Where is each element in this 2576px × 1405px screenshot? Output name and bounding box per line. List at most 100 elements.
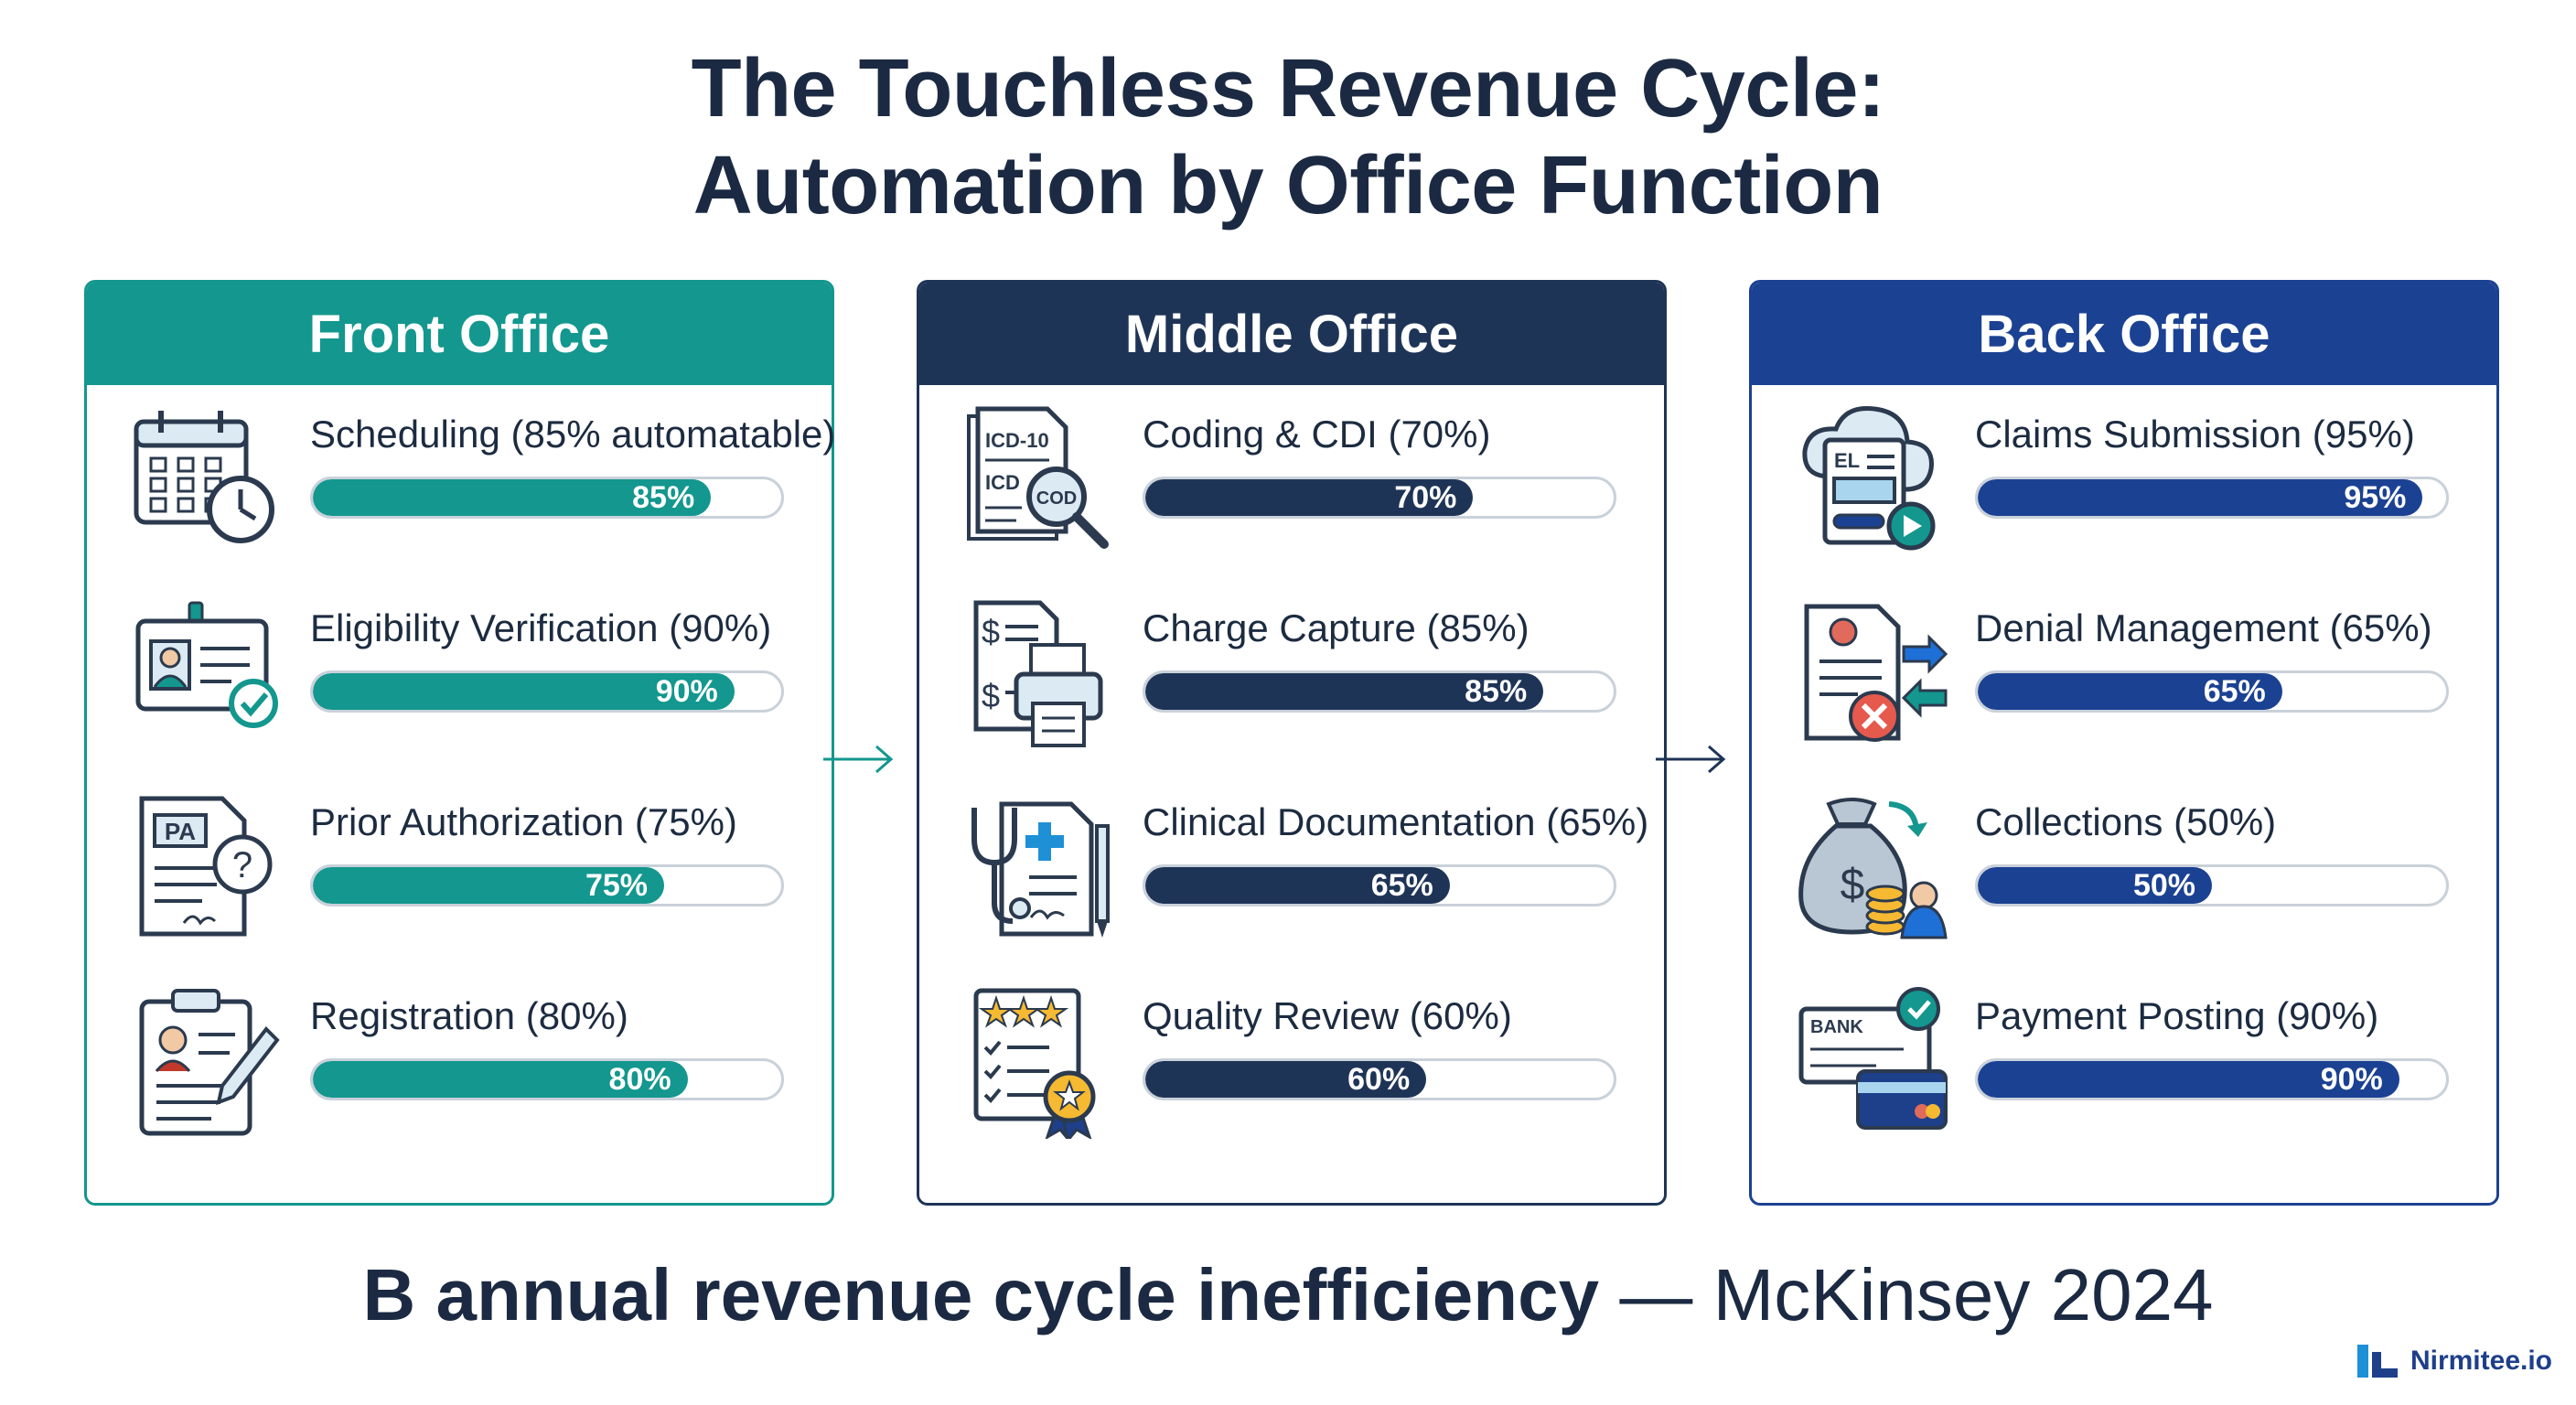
bar-row: Scheduling (85% automatable) 85%: [87, 402, 835, 566]
bar-track: 60%: [1143, 1058, 1616, 1100]
bar-fill: 70%: [1145, 479, 1474, 516]
svg-text:EL: EL: [1834, 449, 1860, 472]
footer-source-text: — McKinsey 2024: [1599, 1254, 2214, 1335]
flow-arrow-icon: [1656, 745, 1726, 774]
svg-text:BANK: BANK: [1810, 1017, 1863, 1037]
cloud-claim-send-icon: EL: [1794, 402, 1949, 557]
bar-fill: 90%: [1978, 1061, 2399, 1098]
bar-fill: 85%: [313, 479, 712, 516]
footer-bold-text: B annual revenue cycle inefficiency: [362, 1254, 1600, 1335]
svg-text:ICD-10: ICD-10: [985, 429, 1049, 452]
bar-label-name: Scheduling: [310, 413, 500, 456]
bar-value-label: 95%: [2344, 479, 2407, 515]
bar-label-name: Prior Authorization: [310, 800, 625, 843]
bar-value-label: 60%: [1347, 1061, 1411, 1097]
bar-value-label: 85%: [632, 479, 695, 515]
panel-back-office: Back Office EL Claims Submission (95%) 95…: [1749, 280, 2499, 1206]
bar-label: Charge Capture (85%): [1143, 606, 1530, 650]
bar-label-name: Charge Capture: [1143, 606, 1416, 649]
bar-row: Registration (80%) 80%: [87, 983, 832, 1148]
bar-track: 80%: [310, 1058, 784, 1100]
bank-check-card-icon: BANK: [1794, 983, 1949, 1139]
bar-label-name: Coding & CDI: [1143, 413, 1378, 456]
svg-text:COD: COD: [1036, 488, 1077, 509]
nirmitee-logo-icon: [2356, 1345, 2398, 1378]
bar-fill: 80%: [313, 1061, 688, 1098]
footer-caption: B annual revenue cycle inefficiency — Mc…: [0, 1253, 2576, 1337]
id-card-check-icon: [129, 595, 284, 751]
bar-label-name: Payment Posting: [1975, 994, 2266, 1037]
bar-row: PA ? Prior Authorization (75%) 75%: [87, 789, 832, 954]
bar-label-suffix: (60%): [1409, 994, 1512, 1037]
chart-title-line1: The Touchless Revenue Cycle:: [691, 43, 1885, 134]
brand-name: Nirmitee.io: [2410, 1346, 2552, 1376]
money-bag-coins-icon: $: [1794, 789, 1949, 945]
bar-row: ICD-10 ICD COD Coding & CDI (70%) 70%: [919, 402, 1664, 566]
denied-document-arrows-icon: [1794, 595, 1949, 751]
bar-track: 85%: [310, 477, 784, 519]
bar-label-suffix: (65%): [2329, 606, 2432, 649]
bar-label-name: Denial Management: [1975, 606, 2319, 649]
bar-fill: 95%: [1978, 479, 2423, 516]
bar-row: Denial Management (65%) 65%: [1752, 595, 2496, 760]
bar-track: 50%: [1975, 864, 2449, 906]
bar-label: Collections (50%): [1975, 800, 2276, 844]
bar-label-name: Registration: [310, 994, 516, 1037]
stethoscope-document-icon: [961, 789, 1117, 945]
bar-label: Prior Authorization (75%): [310, 800, 737, 844]
bar-track: 65%: [1143, 864, 1616, 906]
icd-code-magnifier-icon: ICD-10 ICD COD: [961, 402, 1117, 557]
panel-front-office: Front Office Scheduling (85% automatable…: [84, 280, 835, 1206]
bar-value-label: 50%: [2132, 867, 2195, 903]
bar-label-name: Claims Submission: [1975, 413, 2302, 456]
bar-value-label: 65%: [1370, 867, 1433, 903]
bar-label-name: Clinical Documentation: [1143, 800, 1536, 843]
bar-track: 85%: [1143, 670, 1616, 713]
invoice-printer-icon: $ $: [961, 595, 1117, 751]
bar-label: Scheduling (85% automatable): [310, 413, 835, 456]
panel-middle-office: Middle Office ICD-10 ICD COD Coding & CD…: [917, 280, 1667, 1206]
bar-track: 90%: [1975, 1058, 2449, 1100]
bar-label: Coding & CDI (70%): [1143, 413, 1491, 456]
bar-value-label: 90%: [655, 673, 718, 709]
svg-text:PA: PA: [165, 818, 196, 845]
bar-label-name: Eligibility Verification: [310, 606, 659, 649]
bar-value-label: 90%: [2320, 1061, 2383, 1097]
bar-label-suffix: (65%): [1546, 800, 1649, 843]
bar-value-label: 80%: [608, 1061, 671, 1097]
calendar-clock-icon: [129, 402, 284, 557]
bar-value-label: 65%: [2203, 673, 2266, 709]
bar-label: Clinical Documentation (65%): [1143, 800, 1648, 844]
bar-label-suffix: (90%): [669, 606, 772, 649]
panel-header: Front Office: [87, 283, 832, 385]
chart-title: The Touchless Revenue Cycle: Automation …: [0, 40, 2576, 234]
pa-document-question-icon: PA ?: [129, 789, 284, 945]
bar-track: 90%: [310, 670, 784, 713]
clipboard-pen-icon: [129, 983, 284, 1139]
bar-fill: 50%: [1978, 867, 2212, 904]
bar-fill: 90%: [313, 673, 735, 710]
bar-row: EL Claims Submission (95%) 95%: [1752, 402, 2496, 566]
bar-label-name: Quality Review: [1143, 994, 1400, 1037]
bar-label: Quality Review (60%): [1143, 994, 1512, 1038]
bar-label: Registration (80%): [310, 994, 628, 1038]
bar-value-label: 85%: [1465, 673, 1528, 709]
panel-header: Back Office: [1752, 283, 2496, 385]
chart-title-line2: Automation by Office Function: [692, 140, 1884, 231]
bar-label-suffix: (95%): [2312, 413, 2415, 456]
bar-row: $ Collections (50%) 50%: [1752, 789, 2496, 954]
bar-label-suffix: (90%): [2276, 994, 2379, 1037]
flow-arrow-icon: [823, 745, 894, 774]
bar-label-suffix: (80%): [525, 994, 628, 1037]
bar-fill: 60%: [1145, 1061, 1427, 1098]
bar-label-suffix: (50%): [2174, 800, 2277, 843]
bar-track: 75%: [310, 864, 784, 906]
bar-fill: 65%: [1978, 673, 2282, 710]
bar-label: Eligibility Verification (90%): [310, 606, 771, 650]
bar-track: 70%: [1143, 477, 1616, 519]
bar-row: BANK Payment Posting (90%) 90%: [1752, 983, 2496, 1148]
bar-label-suffix: (85%): [1426, 606, 1530, 649]
svg-text:$: $: [982, 677, 1000, 714]
bar-track: 65%: [1975, 670, 2449, 713]
bar-row: Eligibility Verification (90%) 90%: [87, 595, 832, 760]
